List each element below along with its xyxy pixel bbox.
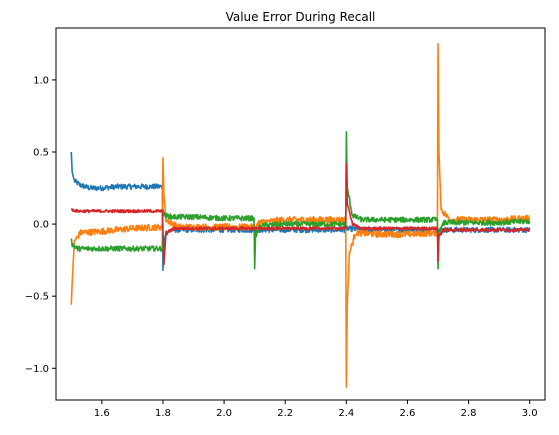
x-tick-label: 2.8 [461,408,477,419]
y-tick-label: 0.0 [33,220,49,231]
x-tick-label: 2.0 [216,408,232,419]
chart-title: Value Error During Recall [226,10,376,24]
y-tick-label: 1.0 [33,75,49,86]
series-line-3 [70,131,531,270]
x-tick-label: 1.6 [94,408,110,419]
y-axis: 1.0 0.5 0.0 −0.5 −1.0 [25,75,56,375]
x-tick-label: 2.6 [400,408,416,419]
series-layer [70,43,531,388]
x-tick-label: 1.8 [155,408,171,419]
x-tick-label: 2.4 [338,408,354,419]
x-axis: 1.6 1.8 2.0 2.2 2.4 2.6 2.8 3.0 [94,400,538,419]
series-line-4 [70,162,531,266]
y-tick-label: 0.5 [33,148,49,159]
x-tick-label: 2.2 [277,408,293,419]
y-tick-label: −1.0 [25,364,49,375]
series-line-2 [70,43,531,388]
x-tick-label: 3.0 [522,408,538,419]
y-tick-label: −0.5 [25,292,49,303]
plot-frame [55,27,546,401]
